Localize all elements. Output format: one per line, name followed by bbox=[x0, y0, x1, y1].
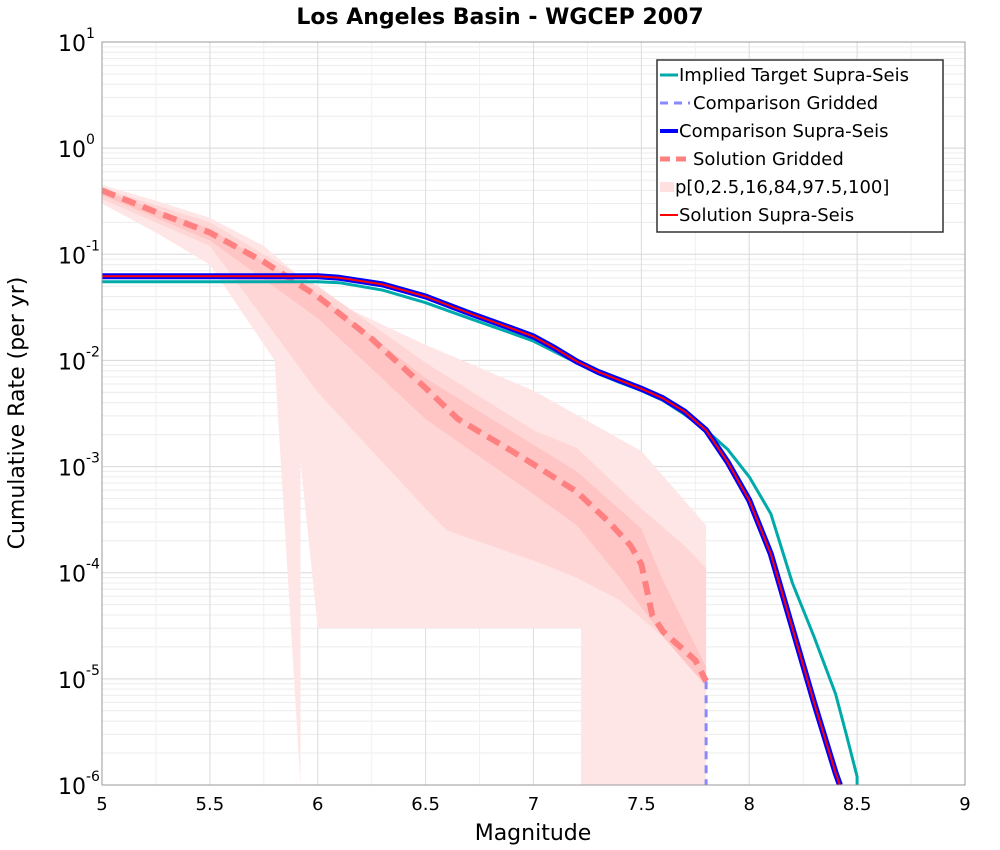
chart-title: Los Angeles Basin - WGCEP 2007 bbox=[296, 5, 703, 30]
y-tick-exponent: 0 bbox=[86, 132, 95, 148]
x-tick-label: 5 bbox=[96, 794, 107, 815]
x-tick-label: 6 bbox=[312, 794, 323, 815]
fractile-bands bbox=[102, 185, 707, 785]
legend-label: Implied Target Supra-Seis bbox=[679, 65, 909, 86]
y-tick-label: 10 -5 bbox=[58, 663, 100, 694]
y-tick-base: 10 bbox=[58, 138, 86, 163]
y-tick-base: 10 bbox=[58, 669, 86, 694]
legend: Implied Target Supra-Seis Comparison Grid… bbox=[656, 59, 944, 233]
y-tick-label: 10 -1 bbox=[58, 238, 100, 269]
y-tick-exponent: -2 bbox=[86, 344, 100, 360]
y-tick-label: 10 1 bbox=[58, 26, 95, 57]
legend-item: Solution Gridded bbox=[660, 149, 844, 170]
band-p-2-5-97-5- bbox=[102, 188, 707, 675]
legend-label: Solution Supra-Seis bbox=[679, 205, 854, 226]
legend-label: Comparison Supra-Seis bbox=[679, 121, 889, 142]
y-tick-base: 10 bbox=[58, 350, 86, 375]
legend-item: Comparison Supra-Seis bbox=[660, 121, 889, 142]
y-tick-base: 10 bbox=[58, 244, 86, 269]
legend-label: Solution Gridded bbox=[693, 149, 844, 170]
y-tick-label: 10 -3 bbox=[58, 451, 100, 482]
legend-label: p[0,2.5,16,84,97.5,100] bbox=[675, 177, 889, 198]
x-tick-label: 8 bbox=[744, 794, 755, 815]
y-tick-label: 10 -6 bbox=[58, 769, 100, 800]
x-tick-label: 9 bbox=[959, 794, 970, 815]
y-tick-exponent: -4 bbox=[86, 557, 100, 573]
y-tick-base: 10 bbox=[58, 457, 86, 482]
legend-item: Comparison Gridded bbox=[660, 93, 878, 114]
series-solution-supra-seis bbox=[102, 275, 841, 785]
y-axis-label: Cumulative Rate (per yr) bbox=[5, 277, 30, 550]
y-tick-exponent: 1 bbox=[86, 26, 95, 42]
legend-item: Implied Target Supra-Seis bbox=[660, 65, 909, 86]
series-lines bbox=[102, 187, 859, 785]
y-tick-base: 10 bbox=[58, 775, 86, 800]
y-tick-exponent: -3 bbox=[86, 451, 100, 467]
x-tick-label: 7 bbox=[528, 794, 539, 815]
x-tick-label: 8.5 bbox=[843, 794, 872, 815]
x-axis-label: Magnitude bbox=[475, 821, 592, 846]
x-axis-ticks: 5 5.5 6 6.5 7 7.5 8 8.5 9 bbox=[96, 794, 970, 815]
legend-box bbox=[656, 59, 944, 233]
x-tick-label: 7.5 bbox=[627, 794, 656, 815]
x-tick-label: 5.5 bbox=[196, 794, 225, 815]
legend-item: Solution Supra-Seis bbox=[660, 205, 854, 226]
legend-label: Comparison Gridded bbox=[693, 93, 878, 114]
series-solution-gridded bbox=[102, 187, 709, 683]
y-tick-label: 10 -4 bbox=[58, 557, 100, 588]
legend-item: p[0,2.5,16,84,97.5,100] bbox=[660, 177, 889, 198]
y-tick-exponent: -6 bbox=[86, 769, 100, 785]
y-tick-exponent: -5 bbox=[86, 663, 100, 679]
plot-frame bbox=[101, 41, 966, 786]
y-tick-base: 10 bbox=[58, 32, 86, 57]
y-tick-label: 10 -2 bbox=[58, 344, 100, 375]
y-tick-base: 10 bbox=[58, 563, 86, 588]
x-tick-label: 6.5 bbox=[411, 794, 440, 815]
y-tick-exponent: -1 bbox=[86, 238, 100, 254]
y-tick-label: 10 0 bbox=[58, 132, 95, 163]
